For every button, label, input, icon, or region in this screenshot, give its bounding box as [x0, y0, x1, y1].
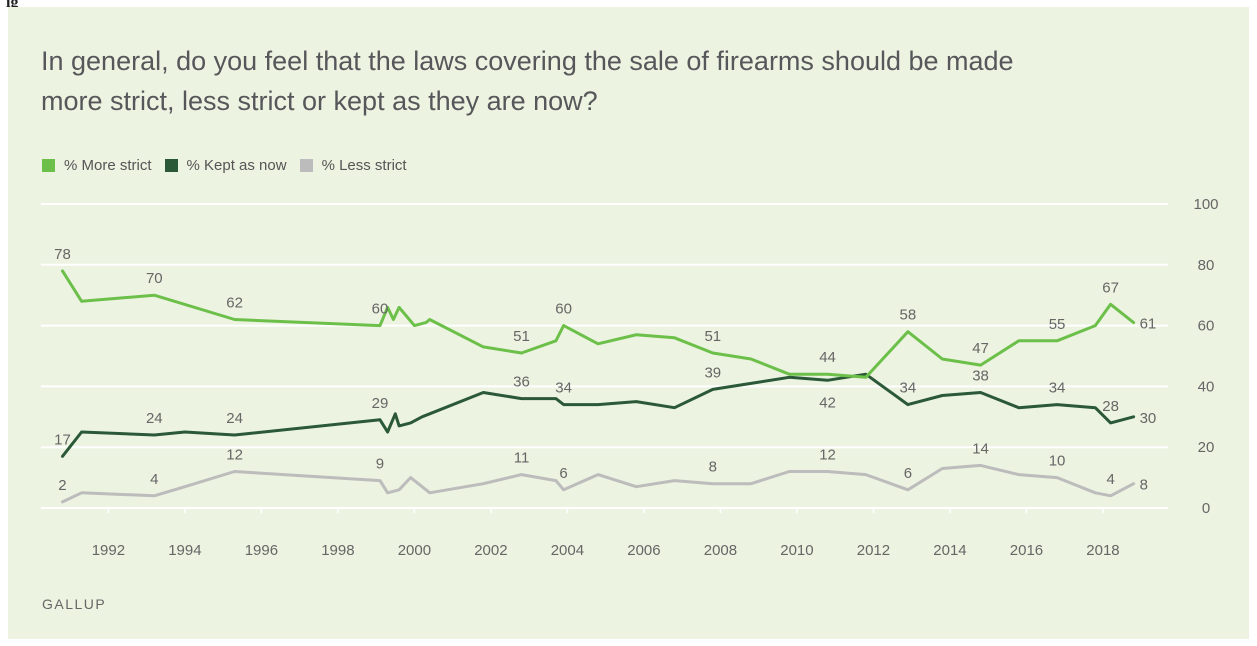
chart-title: In general, do you feel that the laws co… [41, 46, 1014, 116]
data-label: 47 [972, 340, 989, 357]
data-label: 36 [513, 374, 530, 391]
data-label: 70 [146, 270, 163, 287]
legend-swatch-kept-as-now [164, 158, 178, 172]
x-tick-label: 2004 [551, 542, 584, 559]
x-tick-label: 1992 [92, 542, 125, 559]
y-tick-label: 20 [1198, 439, 1215, 456]
legend-label-more-strict: % More strict [64, 156, 152, 174]
data-label: 29 [372, 395, 389, 412]
data-label: 62 [226, 295, 243, 312]
y-tick-label: 80 [1198, 257, 1215, 274]
legend-item-kept-as-now: % Kept as now [164, 156, 287, 174]
data-label: 34 [555, 380, 572, 397]
data-label: 10 [1049, 453, 1066, 470]
data-label: 24 [146, 410, 163, 427]
data-label: 9 [376, 456, 384, 473]
data-label: 61 [1140, 316, 1157, 333]
data-label: 28 [1102, 398, 1119, 415]
y-tick-label: 40 [1198, 378, 1215, 395]
x-tick-label: 1994 [168, 542, 201, 559]
x-tick-label: 1998 [321, 542, 354, 559]
data-label: 60 [372, 301, 389, 318]
legend-label-kept-as-now: % Kept as now [186, 156, 287, 174]
x-tick-label: 2016 [1010, 542, 1043, 559]
data-label: 38 [972, 367, 989, 384]
x-tick-label: 2006 [627, 542, 660, 559]
x-tick-label: 2012 [857, 542, 890, 559]
data-label: 51 [704, 328, 721, 345]
data-label: 12 [226, 447, 243, 464]
series-line-kept-as-now [61, 372, 1136, 458]
data-label: 34 [900, 380, 917, 397]
legend-label-less-strict: % Less strict [321, 156, 407, 174]
data-label: 4 [1106, 471, 1114, 488]
data-label: 6 [904, 465, 912, 482]
legend-swatch-less-strict [299, 158, 313, 172]
data-label: 11 [514, 450, 530, 467]
data-label: 44 [819, 349, 836, 366]
data-label: 67 [1102, 279, 1119, 296]
data-label: 14 [972, 440, 989, 457]
legend-item-less-strict: % Less strict [299, 156, 407, 174]
x-tick-label: 2002 [474, 542, 507, 559]
x-tick-label: 2014 [933, 542, 966, 559]
data-label: 34 [1049, 380, 1066, 397]
chart-panel: In general, do you feel that the laws co… [8, 7, 1249, 639]
y-tick-label: 100 [1193, 196, 1218, 213]
x-tick-label: 2010 [780, 542, 813, 559]
x-tick-label: 1996 [245, 542, 278, 559]
legend-item-more-strict: % More strict [42, 157, 152, 174]
data-label: 2 [58, 477, 66, 494]
series-line-more-strict [61, 269, 1136, 379]
data-label: 8 [709, 459, 717, 476]
data-label: 12 [819, 447, 836, 464]
series-line-less-strict [61, 463, 1136, 504]
x-tick-label: 2008 [704, 542, 737, 559]
legend: % More strict % Kept as now % Less stric… [42, 155, 420, 175]
data-label: 58 [900, 307, 917, 324]
data-label: 42 [819, 394, 836, 411]
y-tick-label: 60 [1198, 318, 1215, 335]
data-label: 78 [54, 246, 71, 263]
data-label: 24 [226, 410, 243, 427]
source-label: GALLUP [42, 596, 107, 612]
data-label: 55 [1049, 316, 1066, 333]
legend-swatch-more-strict [42, 158, 55, 172]
x-tick-label: 2018 [1086, 542, 1119, 559]
data-label: 51 [513, 328, 530, 345]
data-label: 60 [555, 301, 572, 318]
cropped-heading-fragment: ig [6, 0, 19, 11]
x-tick-label: 2000 [398, 542, 431, 559]
data-label: 17 [54, 431, 71, 448]
data-label: 6 [559, 465, 567, 482]
data-label: 39 [704, 364, 721, 381]
data-label: 30 [1140, 410, 1157, 427]
y-tick-label: 0 [1202, 500, 1210, 517]
data-label: 8 [1140, 477, 1148, 494]
data-label: 4 [150, 471, 158, 488]
